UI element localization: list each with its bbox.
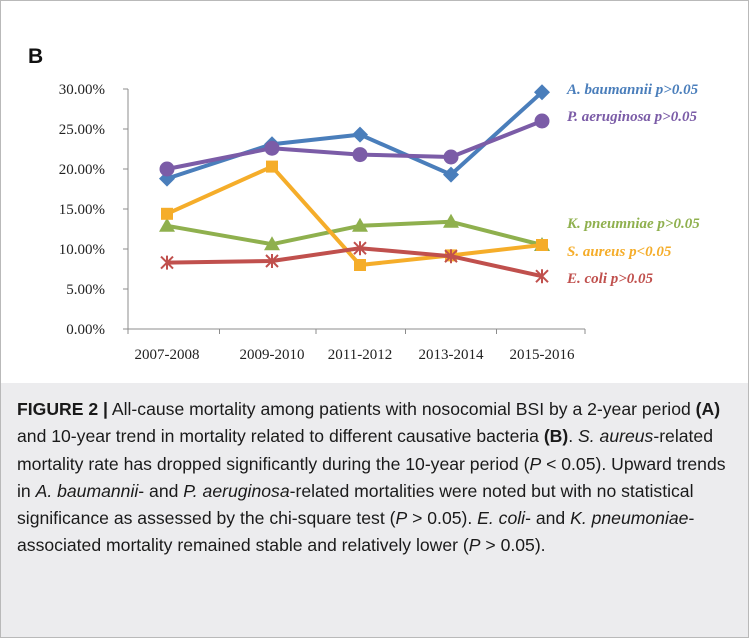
x-tick-label: 2011-2012	[328, 347, 392, 363]
data-point	[264, 236, 280, 251]
caption-italic: S. aureus	[578, 426, 654, 447]
caption-italic: P. aeruginosa	[183, 480, 290, 501]
caption-text: - and	[138, 480, 184, 501]
y-tick-label: 5.00%	[66, 282, 105, 298]
caption-text: > 0.05).	[480, 535, 546, 556]
caption-italic: P	[395, 508, 408, 529]
caption-text: -related mortality rate has dropped sign…	[17, 426, 713, 474]
data-point	[352, 126, 368, 143]
x-tick-label: 2009-2010	[240, 347, 305, 363]
caption-italic: A. baumannii	[35, 480, 139, 501]
y-tick-label: 10.00%	[59, 242, 105, 258]
y-tick-label: 30.00%	[59, 82, 105, 98]
y-tick-label: 0.00%	[66, 322, 105, 338]
series-label: P. aeruginosa p>0.05	[567, 109, 697, 125]
y-tick-label: 15.00%	[59, 202, 105, 218]
data-point	[160, 255, 174, 270]
data-point	[161, 207, 173, 220]
data-point	[159, 217, 175, 232]
caption-italic: P	[529, 453, 542, 474]
data-point	[444, 249, 458, 264]
caption-panel-a: (A)	[695, 399, 721, 419]
figure-caption: FIGURE 2 | All-cause mortality among pat…	[17, 396, 739, 560]
data-point	[264, 140, 280, 156]
x-tick-label: 2015-2016	[510, 347, 575, 363]
series-label: E. coli p>0.05	[566, 271, 654, 287]
caption-italic: P	[468, 535, 481, 556]
caption-text: > 0.05).	[407, 508, 478, 529]
data-point	[352, 147, 368, 163]
caption-figure-label: FIGURE 2 |	[17, 399, 108, 419]
data-point	[265, 254, 279, 268]
data-point	[266, 160, 278, 173]
caption-text: and 10-year trend in mortality related t…	[17, 426, 544, 447]
series-line	[166, 219, 543, 247]
x-tick-label: 2013-2014	[419, 347, 484, 363]
x-tick-label: 2007-2008	[135, 347, 200, 363]
panel-label: B	[28, 45, 44, 68]
series-label: S. aureus p<0.05	[567, 244, 672, 260]
data-point	[443, 166, 459, 183]
caption-panel-b: (B)	[543, 426, 569, 447]
caption-text: < 0.05). Upward trends in	[17, 453, 726, 501]
data-point	[354, 259, 366, 271]
caption-italic: E. coli	[477, 508, 526, 529]
data-point	[443, 213, 459, 228]
series-label: K. pneumniae p>0.05	[566, 216, 700, 232]
data-point	[534, 113, 550, 129]
caption-text: - and	[525, 508, 571, 529]
data-point	[535, 269, 549, 284]
line-chart: 0.00% 5.00% 10.00% 15.00% 20.00% 25.00% 30.00%…	[59, 82, 700, 363]
data-point	[353, 241, 367, 256]
chart-area: B 0.00% 5.00% 10.00% 15.00% 20.00% 25.00% 30.0…	[1, 1, 748, 383]
data-point	[443, 149, 459, 165]
data-point	[352, 217, 368, 232]
caption-text: .	[568, 426, 579, 447]
caption-text: -associated mortality remained stable an…	[17, 508, 695, 556]
caption-italic: K. pneumoniae	[570, 508, 689, 529]
data-point	[534, 84, 550, 101]
series-label: A. baumannii p>0.05	[566, 82, 699, 98]
caption-band	[1, 383, 748, 637]
y-tick-label: 20.00%	[59, 162, 105, 178]
data-point	[159, 161, 175, 177]
data-point	[536, 239, 548, 251]
caption-text: All-cause mortality among patients with …	[107, 399, 696, 419]
y-tick-label: 25.00%	[59, 122, 105, 138]
caption-text: -related mortalities were noted but with…	[17, 480, 694, 529]
